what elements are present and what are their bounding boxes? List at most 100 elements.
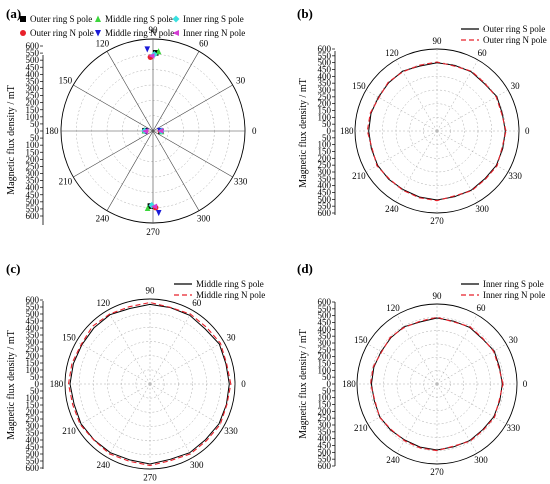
- radial-tick-label: 350: [26, 176, 40, 186]
- radial-tick-label: 200: [318, 406, 332, 416]
- radial-tick-label: 50: [30, 372, 40, 382]
- radial-tick-label: 350: [318, 427, 332, 437]
- legend-marker: [172, 15, 180, 23]
- panel-label: (d): [297, 261, 313, 276]
- angle-tick-label: 90: [149, 25, 159, 35]
- data-point: [151, 203, 158, 210]
- angle-tick-label: 300: [475, 204, 489, 214]
- angle-tick-label: 330: [508, 171, 522, 181]
- legend-marker: [20, 16, 26, 22]
- angle-tick-label: 0: [525, 126, 530, 136]
- radial-tick-label: 100: [318, 112, 332, 122]
- angle-tick-label: 30: [511, 81, 521, 91]
- angle-tick-label: 240: [97, 460, 111, 470]
- radial-tick-label: 550: [26, 48, 40, 58]
- spoke: [436, 89, 509, 132]
- radial-tick-label: 500: [26, 309, 40, 319]
- chart-panel-1: 0306090120150180210240270300330050501001…: [6, 6, 257, 237]
- data-point: [142, 128, 149, 134]
- radial-tick-label: 100: [26, 365, 40, 375]
- angle-tick-label: 60: [199, 38, 209, 48]
- outer-circle: [356, 303, 518, 465]
- spoke: [396, 383, 438, 454]
- spoke: [365, 89, 438, 132]
- angle-tick-label: 270: [143, 473, 157, 483]
- radial-tick-label: 500: [318, 194, 332, 204]
- angle-tick-label: 270: [146, 227, 160, 237]
- angle-tick-label: 150: [354, 335, 368, 345]
- legend-label: Outer ring N pole: [30, 28, 94, 38]
- radial-tick-label: 400: [318, 181, 332, 191]
- radial-tick-label: 150: [26, 400, 40, 410]
- radial-tick-label: 500: [26, 55, 40, 65]
- data-point: [155, 210, 162, 217]
- legend-marker: [95, 30, 101, 37]
- spoke: [436, 383, 478, 454]
- radial-tick-label: 200: [26, 98, 40, 108]
- radial-tick-label: 600: [26, 41, 40, 51]
- radial-tick-label: 550: [26, 456, 40, 466]
- radial-tick-label: 150: [318, 359, 332, 369]
- radial-tick-label: 100: [318, 140, 332, 150]
- angle-tick-label: 30: [226, 332, 236, 342]
- series-line: [368, 62, 506, 201]
- radial-tick-label: 450: [318, 318, 332, 328]
- radial-tick-label: 250: [318, 160, 332, 170]
- spoke: [106, 51, 154, 132]
- radial-tick-label: 550: [318, 454, 332, 464]
- radial-tick-label: 0: [327, 126, 332, 136]
- angle-tick-label: 300: [474, 455, 488, 465]
- angle-tick-label: 120: [386, 303, 400, 313]
- spoke: [149, 383, 224, 427]
- radial-tick-label: 250: [318, 345, 332, 355]
- data-point: [157, 128, 164, 134]
- radial-tick-label: 400: [26, 183, 40, 193]
- radial-tick-label: 50: [322, 372, 332, 382]
- angle-tick-label: 210: [354, 423, 368, 433]
- angle-tick-label: 90: [433, 36, 443, 46]
- radial-tick-label: 50: [322, 133, 332, 143]
- radial-tick-label: 600: [26, 295, 40, 305]
- angle-tick-label: 120: [385, 48, 399, 58]
- legend-label: Middle ring N pole: [196, 290, 265, 300]
- chart-panel-3: 0306090120150180210240270300330050501001…: [6, 261, 265, 483]
- series-line: [67, 301, 232, 467]
- radial-tick-label: 0: [35, 379, 40, 389]
- y-axis-label: Magnetic flux density / mT: [298, 78, 309, 187]
- radial-tick-label: 500: [26, 449, 40, 459]
- angle-tick-label: 180: [50, 379, 64, 389]
- angle-tick-label: 0: [523, 379, 528, 389]
- angle-tick-label: 150: [62, 332, 76, 342]
- radial-tick-label: 250: [26, 344, 40, 354]
- radial-tick-label: 350: [26, 76, 40, 86]
- legend-label: Inner ring N pole: [483, 290, 545, 300]
- spoke: [396, 314, 438, 385]
- radial-tick-label: 100: [318, 393, 332, 403]
- radial-tick-label: 600: [318, 297, 332, 307]
- spoke: [436, 383, 507, 425]
- radial-tick-label: 100: [318, 365, 332, 375]
- angle-tick-label: 0: [241, 379, 246, 389]
- spoke: [73, 130, 154, 178]
- legend-label: Outer ring S pole: [30, 14, 92, 24]
- grid-circle: [135, 369, 165, 399]
- spoke: [76, 383, 151, 427]
- spoke: [152, 130, 233, 178]
- radial-tick-label: 450: [318, 65, 332, 75]
- grid-circle: [410, 357, 464, 411]
- angle-tick-label: 0: [252, 126, 257, 136]
- radial-tick-label: 300: [26, 421, 40, 431]
- legend-label: Middle ring S pole: [105, 14, 173, 24]
- radial-tick-label: 550: [318, 51, 332, 61]
- spoke: [149, 310, 193, 385]
- angle-tick-label: 60: [192, 298, 202, 308]
- legend-label: Inner ring N pole: [183, 28, 245, 38]
- radial-tick-label: 350: [26, 428, 40, 438]
- radial-tick-label: 250: [26, 91, 40, 101]
- radial-tick-label: 350: [26, 330, 40, 340]
- spoke: [395, 130, 438, 203]
- radial-tick-label: 350: [318, 331, 332, 341]
- radial-tick-label: 300: [26, 169, 40, 179]
- angle-tick-label: 330: [234, 177, 248, 187]
- series-line: [370, 317, 503, 451]
